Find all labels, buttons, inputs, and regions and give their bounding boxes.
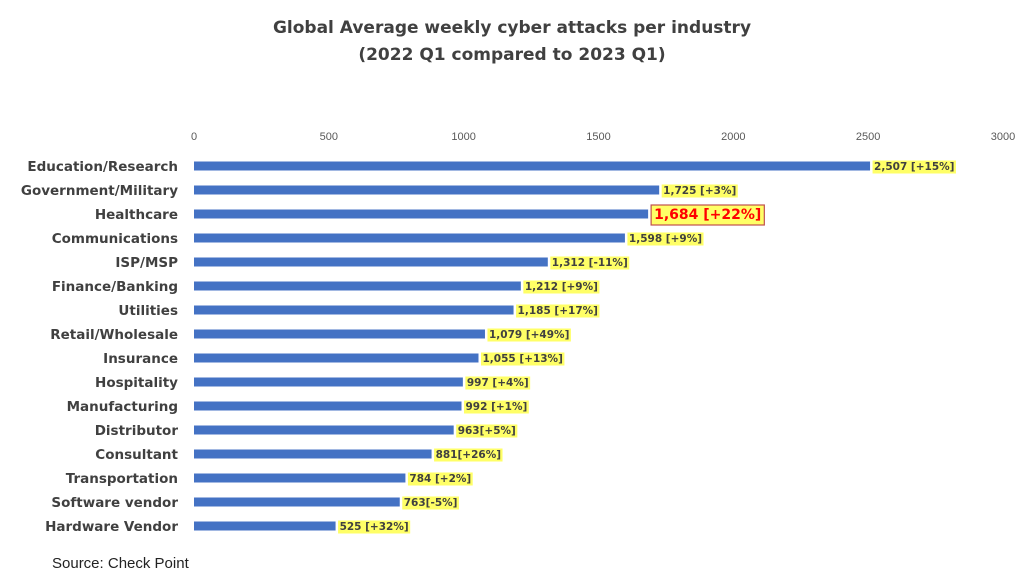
x-tick-label: 1500 xyxy=(586,131,610,143)
category-label: Communications xyxy=(52,231,178,247)
data-label-highlight xyxy=(402,496,459,510)
data-label: 992 [+1%] xyxy=(466,401,528,413)
data-label: 1,725 [+3%] xyxy=(663,185,736,197)
data-label-highlight xyxy=(456,424,518,438)
chart-subtitle: (2022 Q1 compared to 2023 Q1) xyxy=(358,45,666,65)
bar xyxy=(194,449,432,459)
category-label: Finance/Banking xyxy=(52,279,178,295)
category-label: Transportation xyxy=(66,471,178,487)
data-label-highlight xyxy=(550,256,630,270)
x-tick-label: 0 xyxy=(191,131,197,143)
category-label: Hospitality xyxy=(95,375,178,391)
bar xyxy=(194,521,336,531)
data-label: 963[+5%] xyxy=(458,425,516,437)
bar xyxy=(194,329,485,339)
category-label: Hardware Vendor xyxy=(45,519,178,535)
data-label-highlight xyxy=(480,352,565,366)
data-label: 1,312 [-11%] xyxy=(552,257,628,269)
data-label-highlight xyxy=(661,184,738,198)
bar xyxy=(194,377,463,387)
category-label: Government/Military xyxy=(21,183,178,199)
data-label: 1,684 [+22%] xyxy=(654,207,761,223)
data-label-highlight xyxy=(627,232,704,246)
category-label: Healthcare xyxy=(95,207,178,223)
bar xyxy=(194,233,625,243)
data-label-highlight xyxy=(872,160,956,174)
category-label: Manufacturing xyxy=(67,399,178,415)
data-label: 1,212 [+9%] xyxy=(525,281,598,293)
data-label-highlight xyxy=(407,472,473,486)
bar xyxy=(194,209,649,219)
data-label-highlight xyxy=(650,204,765,226)
bar xyxy=(194,497,400,507)
data-label: 2,507 [+15%] xyxy=(874,161,954,173)
category-label: Insurance xyxy=(103,351,178,367)
category-label: ISP/MSP xyxy=(115,255,178,271)
bar xyxy=(194,257,548,267)
data-label-highlight xyxy=(465,376,531,390)
category-label: Software vendor xyxy=(51,495,178,511)
bar xyxy=(194,353,479,363)
x-tick-label: 2000 xyxy=(721,131,745,143)
data-label: 784 [+2%] xyxy=(409,473,471,485)
data-label: 525 [+32%] xyxy=(340,521,409,533)
x-tick-label: 3000 xyxy=(991,131,1015,143)
bar xyxy=(194,281,521,291)
data-label: 997 [+4%] xyxy=(467,377,529,389)
x-tick-label: 500 xyxy=(320,131,338,143)
bar xyxy=(194,161,871,171)
data-label-highlight xyxy=(464,400,529,414)
x-tick-label: 2500 xyxy=(856,131,880,143)
bar xyxy=(194,401,462,411)
bar xyxy=(194,305,514,315)
data-label-highlight xyxy=(516,304,600,318)
bar xyxy=(194,425,454,435)
data-label: 763[-5%] xyxy=(404,497,458,509)
data-label-highlight xyxy=(338,520,411,534)
source-note: Source: Check Point xyxy=(52,555,189,572)
data-label: 1,079 [+49%] xyxy=(489,329,569,341)
category-label: Retail/Wholesale xyxy=(50,327,178,343)
data-label-highlight xyxy=(523,280,600,294)
chart-title: Global Average weekly cyber attacks per … xyxy=(272,18,752,38)
data-label: 1,055 [+13%] xyxy=(482,353,562,365)
bar xyxy=(194,473,406,483)
data-label-highlight xyxy=(434,448,503,462)
data-label: 1,185 [+17%] xyxy=(518,305,598,317)
data-label: 1,598 [+9%] xyxy=(629,233,702,245)
x-tick-label: 1000 xyxy=(451,131,475,143)
category-label: Distributor xyxy=(95,423,179,439)
bar xyxy=(194,185,660,195)
data-label: 881[+26%] xyxy=(436,449,501,461)
category-label: Education/Research xyxy=(27,159,178,175)
data-label-highlight xyxy=(487,328,571,342)
category-label: Consultant xyxy=(95,447,178,463)
category-label: Utilities xyxy=(118,303,178,319)
